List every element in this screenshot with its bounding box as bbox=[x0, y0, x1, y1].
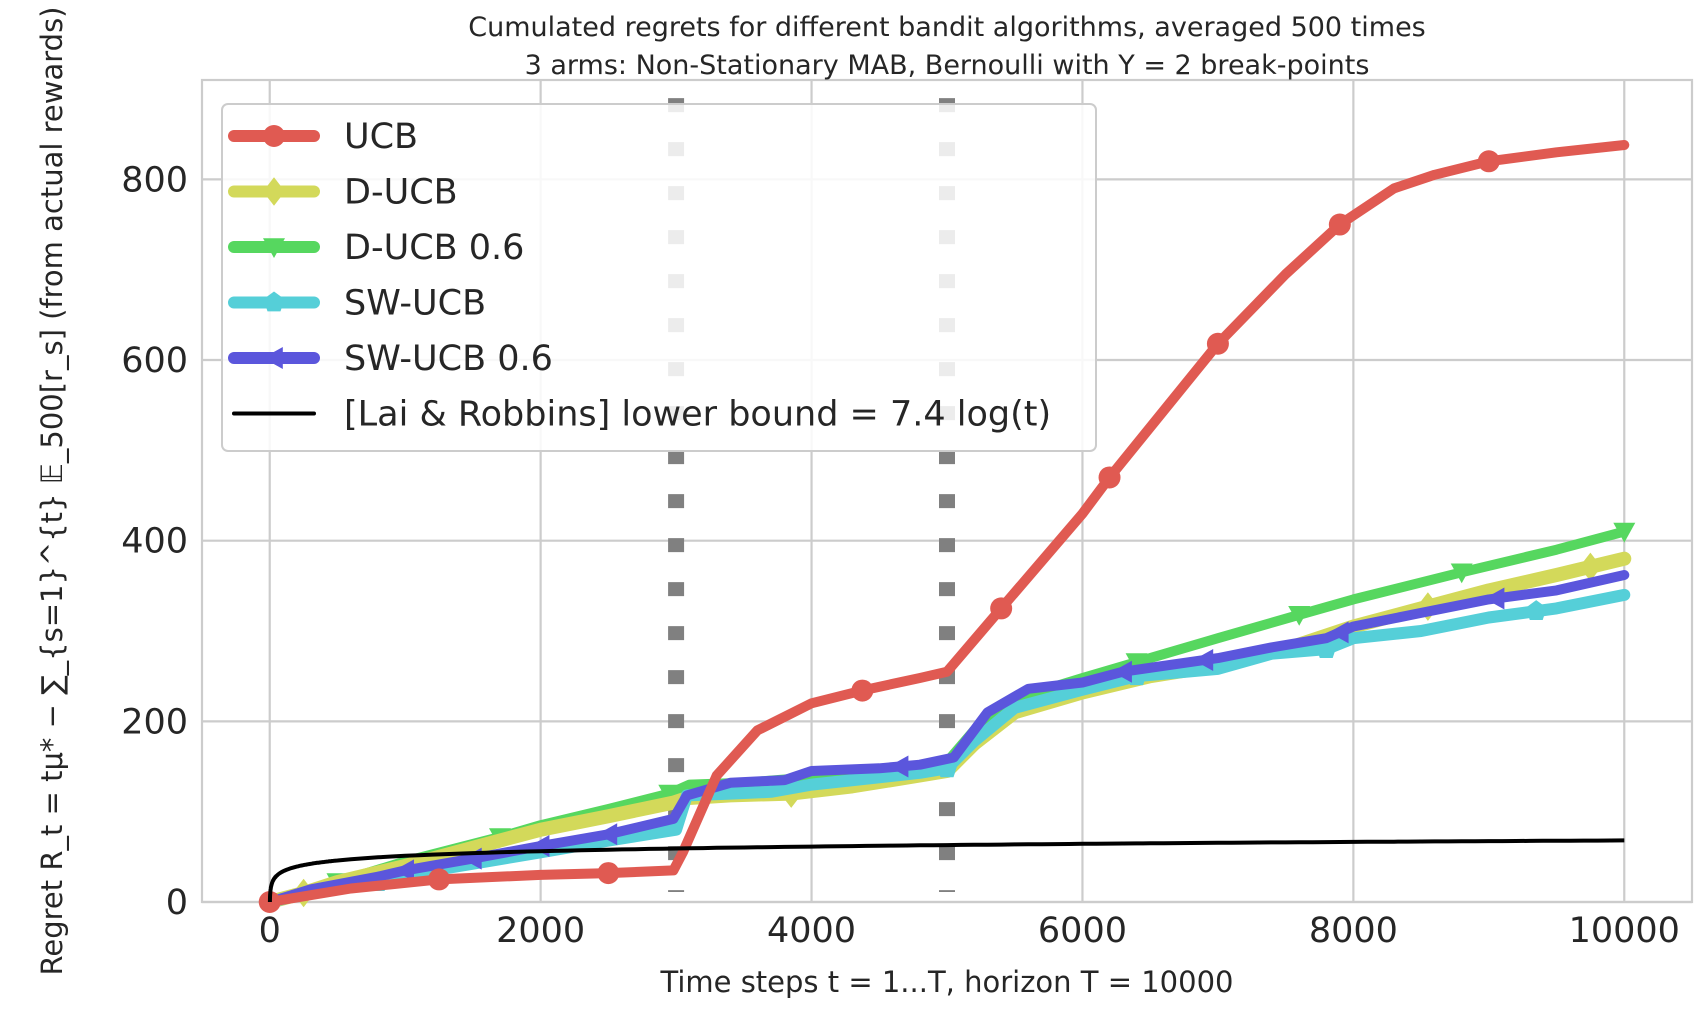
x-tick-label: 4000 bbox=[767, 911, 856, 951]
series-marker bbox=[888, 755, 909, 778]
series-marker bbox=[851, 679, 874, 702]
legend-label: UCB bbox=[344, 117, 418, 157]
series-marker bbox=[658, 784, 681, 805]
series-marker bbox=[1112, 660, 1132, 683]
series-line bbox=[263, 588, 1631, 908]
series-marker bbox=[1525, 600, 1547, 620]
legend-entry: D-UCB bbox=[228, 173, 458, 213]
tick-labels: 0 2000 4000 6000 8000 10000 0 200 400 600 800 bbox=[121, 160, 1680, 951]
series-marker bbox=[1450, 563, 1473, 584]
y-tick-label: 800 bbox=[121, 160, 188, 200]
series-marker bbox=[394, 859, 414, 882]
y-axis-label: Regret R_t = tμ* − ∑_{s=1}^{t} 𝔼_500[r_s… bbox=[35, 7, 69, 976]
series-marker bbox=[990, 597, 1013, 620]
legend: UCB D-UCB D-UCB 0.6 SW-UCB SW-UCB 0.6 [Lai & … bbox=[221, 103, 1097, 452]
series-marker bbox=[1484, 587, 1505, 610]
series-marker bbox=[1328, 213, 1351, 236]
x-tick-label: 2000 bbox=[496, 911, 585, 951]
x-axis-label: Time steps t = 1...T, horizon T = 10000 bbox=[660, 965, 1234, 999]
legend-entry: SW-UCB 0.6 bbox=[228, 339, 553, 379]
legend-label: D-UCB bbox=[344, 173, 458, 213]
series-marker bbox=[1328, 621, 1349, 644]
series-marker bbox=[263, 238, 285, 258]
series-ucb bbox=[258, 140, 1630, 913]
series-marker bbox=[1206, 332, 1229, 355]
series-marker bbox=[263, 347, 283, 369]
y-tick-label: 400 bbox=[121, 522, 188, 562]
series-marker bbox=[1098, 466, 1121, 489]
y-tick-label: 200 bbox=[121, 702, 188, 742]
legend-entry: [Lai & Robbins] lower bound = 7.4 log(t) bbox=[232, 395, 1051, 435]
series-marker bbox=[1579, 552, 1602, 582]
series-marker bbox=[1613, 522, 1636, 543]
series-marker bbox=[428, 868, 451, 891]
legend-entry: UCB bbox=[228, 117, 418, 157]
series-marker bbox=[597, 862, 620, 885]
series-marker bbox=[1288, 606, 1311, 626]
legend-label: [Lai & Robbins] lower bound = 7.4 log(t) bbox=[344, 395, 1051, 435]
series-marker bbox=[1193, 649, 1214, 671]
x-tick-label: 10000 bbox=[1569, 911, 1680, 951]
legend-box bbox=[221, 103, 1097, 452]
series-marker bbox=[258, 891, 281, 913]
lower-bound-line bbox=[267, 838, 1625, 903]
series-marker bbox=[263, 291, 285, 312]
x-tick-label: 8000 bbox=[1309, 911, 1398, 951]
y-tick-label: 600 bbox=[121, 341, 188, 381]
legend-label: SW-UCB bbox=[344, 284, 486, 324]
legend-entry: D-UCB 0.6 bbox=[228, 228, 524, 268]
series-marker bbox=[1125, 653, 1148, 674]
series-lines bbox=[258, 140, 1636, 913]
x-tick-label: 0 bbox=[259, 911, 281, 951]
chart-title: Cumulated regrets for different bandit a… bbox=[468, 12, 1426, 43]
legend-entry: SW-UCB bbox=[228, 284, 486, 324]
legend-label: D-UCB 0.6 bbox=[344, 228, 524, 268]
series-marker bbox=[1477, 150, 1500, 173]
series-marker bbox=[263, 125, 285, 147]
series-marker bbox=[597, 823, 618, 846]
series-line bbox=[264, 140, 1630, 907]
x-tick-label: 6000 bbox=[1038, 911, 1127, 951]
y-tick-label: 0 bbox=[166, 883, 188, 923]
legend-label: SW-UCB 0.6 bbox=[344, 339, 553, 379]
series-marker bbox=[263, 177, 285, 206]
chart-subtitle: 3 arms: Non-Stationary MAB, Bernoulli wi… bbox=[525, 50, 1370, 81]
